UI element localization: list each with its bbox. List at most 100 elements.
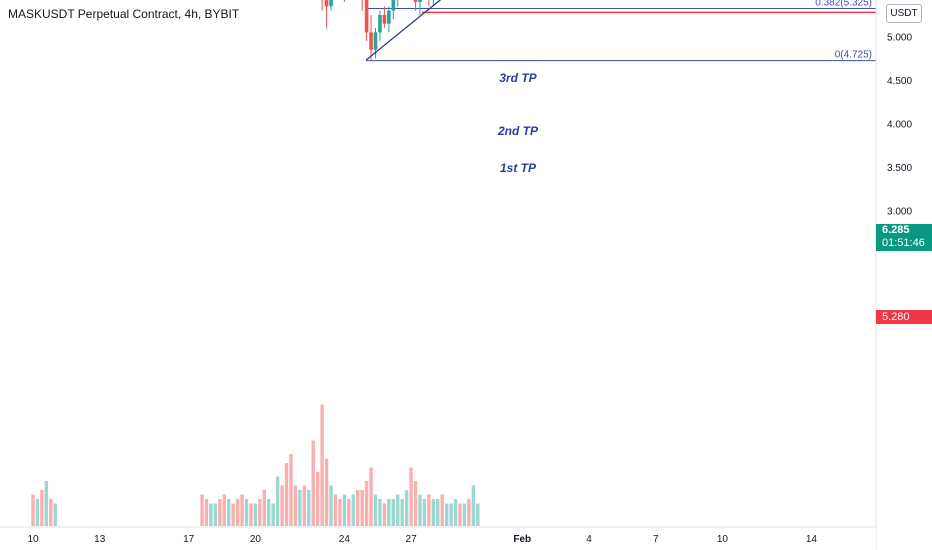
volume-bar xyxy=(396,494,400,526)
volume-bar xyxy=(275,476,280,526)
time-tick-label: 10 xyxy=(717,534,729,545)
fib-level-label: 0(4.725) xyxy=(835,50,872,61)
price-tick-label: 4.500 xyxy=(887,76,912,87)
volume-bar xyxy=(315,472,320,526)
volume-bar xyxy=(307,490,311,526)
bar-countdown: 01:51:46 xyxy=(882,237,925,249)
volume-bar xyxy=(249,503,253,526)
volume-bar xyxy=(235,499,240,526)
volume-bar xyxy=(471,485,476,526)
volume-bar xyxy=(360,490,364,526)
volume-bar xyxy=(351,494,355,526)
volume-bar xyxy=(476,503,480,526)
candle-body xyxy=(387,10,391,24)
volume-bar xyxy=(436,499,440,526)
volume-bar xyxy=(293,485,298,526)
target-labels: 1st TP 2nd TP 3rd TP xyxy=(497,71,539,175)
volume-bar xyxy=(218,499,222,526)
volume-bar xyxy=(302,485,307,526)
volume-layer xyxy=(31,404,480,526)
volume-bar xyxy=(258,499,262,526)
current-price-value: 6.285 xyxy=(882,224,910,236)
target-label: 3rd TP xyxy=(499,71,537,85)
fib-level-label: 0.382(5.325) xyxy=(815,0,872,8)
volume-bar xyxy=(240,494,244,526)
volume-bar xyxy=(324,458,329,526)
volume-bar xyxy=(444,503,449,526)
volume-bar xyxy=(391,499,395,526)
volume-bar xyxy=(200,494,204,526)
target-label: 1st TP xyxy=(500,161,537,175)
volume-bar xyxy=(311,440,315,526)
volume-bar xyxy=(227,499,231,526)
time-tick-label: 27 xyxy=(406,534,418,545)
volume-bar xyxy=(40,490,44,526)
volume-bar xyxy=(333,494,338,526)
volume-bar xyxy=(209,503,213,526)
candle-body xyxy=(373,32,378,50)
volume-bar xyxy=(204,499,209,526)
price-tick-label: 4.000 xyxy=(887,120,912,131)
volume-bar xyxy=(422,499,427,526)
volume-bar xyxy=(364,481,369,526)
time-tick-label: Feb xyxy=(513,534,531,545)
volume-bar xyxy=(427,494,431,526)
price-axis[interactable]: 8.5008.0007.5007.0006.5006.0005.5005.000… xyxy=(875,0,932,550)
candle-body xyxy=(378,15,382,33)
volume-bar xyxy=(280,485,284,526)
ascending-trendline[interactable] xyxy=(365,0,548,61)
time-tick-label: 13 xyxy=(94,534,106,545)
volume-bar xyxy=(298,490,302,526)
volume-bar xyxy=(284,463,289,526)
candle-body xyxy=(382,15,387,24)
volume-bar xyxy=(409,467,413,526)
price-tick-label: 3.000 xyxy=(887,206,912,217)
volume-bar xyxy=(418,494,422,526)
time-tick-label: 17 xyxy=(183,534,195,545)
volume-bar xyxy=(387,499,391,526)
price-axis-bg xyxy=(876,0,932,550)
volume-bar xyxy=(440,494,444,526)
volume-bar xyxy=(244,499,249,526)
time-tick-label: 7 xyxy=(653,534,659,545)
candle-body xyxy=(391,0,396,11)
candle-body xyxy=(369,32,373,50)
time-axis[interactable]: 10 13 17 20 24 27 Feb 4 7 10 14 xyxy=(0,526,876,550)
volume-bar xyxy=(369,467,373,526)
volume-bar xyxy=(449,503,453,526)
candle-body xyxy=(418,0,422,2)
volume-bar xyxy=(222,494,226,526)
price-tick-label: 3.500 xyxy=(887,163,912,174)
volume-bar xyxy=(378,499,382,526)
volume-bar xyxy=(431,499,436,526)
time-tick-label: 10 xyxy=(27,534,39,545)
time-tick-label: 24 xyxy=(339,534,351,545)
fib-extension[interactable]: 0(4.725)0.382(5.325)0.5(5.510)0.618(5.69… xyxy=(0,0,876,62)
volume-bar xyxy=(382,503,387,526)
symbol-title: MASKUSDT Perpetual Contract, 4h, BYBIT xyxy=(8,7,240,21)
volume-bar xyxy=(342,494,347,526)
volume-bar xyxy=(44,481,49,526)
candles-layer xyxy=(321,0,434,61)
time-tick-label: 14 xyxy=(806,534,818,545)
volume-bar xyxy=(267,499,271,526)
volume-bar xyxy=(329,485,333,526)
volume-bar xyxy=(338,499,342,526)
volume-bar xyxy=(262,490,266,526)
volume-bar xyxy=(458,503,462,526)
volume-bar xyxy=(347,499,351,526)
time-axis-bg xyxy=(0,527,876,550)
time-tick-label: 20 xyxy=(250,534,262,545)
volume-bar xyxy=(356,490,360,526)
volume-bar xyxy=(49,499,53,526)
trendline[interactable] xyxy=(365,0,548,61)
candle-body xyxy=(413,0,418,2)
time-tick-label: 4 xyxy=(586,534,592,545)
volume-bar xyxy=(453,499,458,526)
volume-bar xyxy=(400,499,404,526)
volume-bar xyxy=(253,503,258,526)
currency-button[interactable]: USDT xyxy=(886,4,922,23)
volume-bar xyxy=(31,494,35,526)
volume-bar xyxy=(35,499,40,526)
